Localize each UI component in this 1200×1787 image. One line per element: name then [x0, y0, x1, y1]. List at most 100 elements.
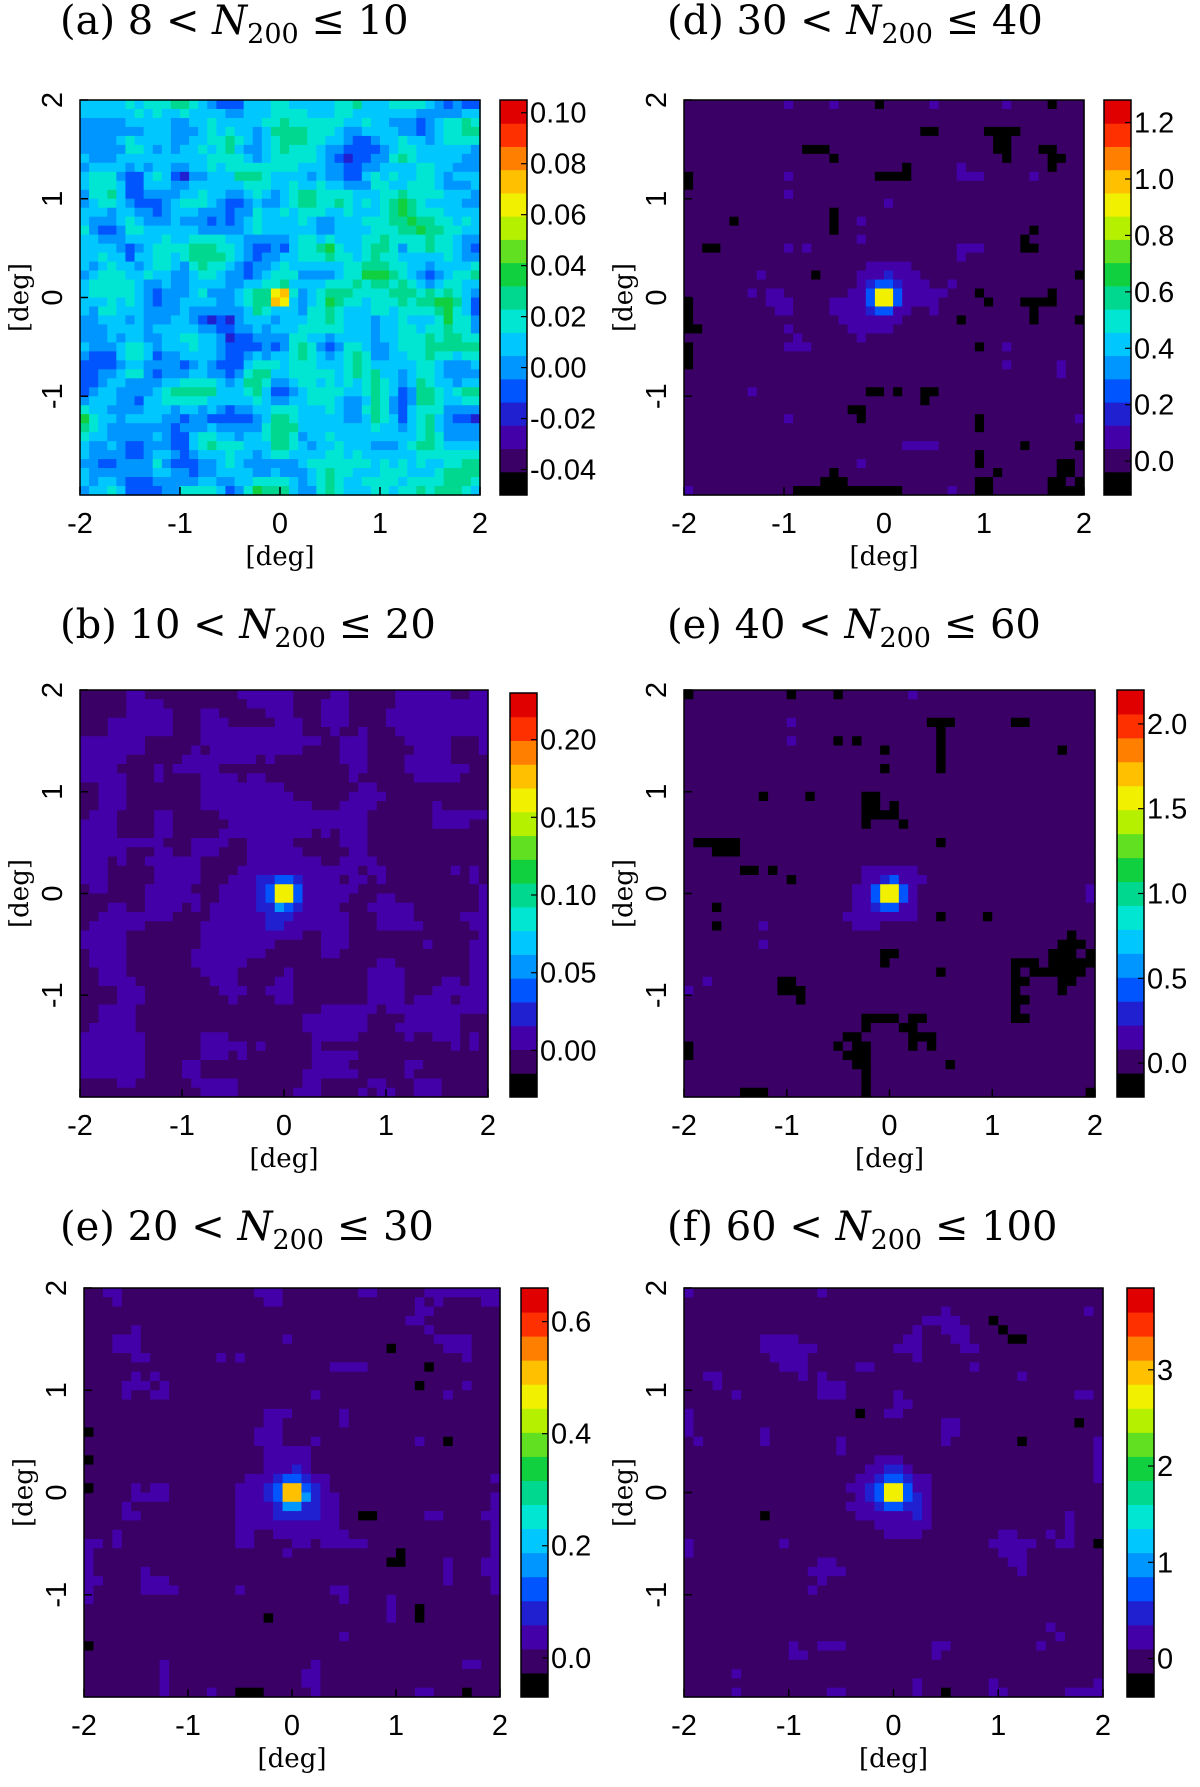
heatmap-cell — [270, 234, 281, 245]
heatmap-cell — [200, 838, 211, 848]
heatmap-cell — [282, 1353, 293, 1363]
heatmap-cell — [152, 333, 163, 343]
heatmap-cell — [152, 288, 163, 299]
heatmap-cell — [154, 727, 165, 737]
heatmap-cell — [84, 1371, 95, 1382]
heatmap-cell — [367, 736, 378, 747]
heatmap-cell — [207, 441, 217, 451]
heatmap-cell — [246, 847, 257, 858]
heatmap-cell — [404, 1060, 415, 1070]
heatmap-cell — [423, 875, 433, 885]
heatmap-cell — [270, 171, 281, 182]
heatmap-cell — [116, 387, 127, 397]
heatmap-cell — [125, 450, 136, 460]
heatmap-cell — [143, 252, 154, 263]
x-axis-label: [deg] — [246, 542, 315, 572]
heatmap-cell — [274, 1023, 285, 1033]
heatmap-cell — [330, 838, 341, 848]
heatmap-cell — [143, 243, 154, 254]
heatmap-cell — [237, 865, 248, 876]
heatmap-cell — [198, 252, 208, 263]
heatmap-cell — [450, 939, 461, 950]
heatmap-cell — [339, 838, 350, 848]
heatmap-cell — [432, 1023, 443, 1033]
heatmap-cell — [117, 782, 127, 793]
heatmap-cell — [107, 727, 118, 737]
heatmap-cell — [298, 369, 308, 379]
heatmap-cell — [311, 838, 322, 848]
heatmap-cell — [135, 736, 146, 747]
heatmap-cell — [443, 117, 454, 128]
heatmap-cell — [154, 754, 165, 765]
heatmap-cell — [107, 180, 117, 191]
heatmap-cell — [98, 736, 109, 747]
heatmap-cell — [330, 745, 341, 756]
heatmap-cell — [481, 1446, 492, 1456]
heatmap-cell — [219, 717, 229, 728]
heatmap-cell — [407, 270, 417, 281]
heatmap-cell — [228, 828, 239, 839]
heatmap-cell — [470, 100, 481, 110]
heatmap-cell — [107, 387, 117, 397]
heatmap-cell — [191, 893, 202, 904]
heatmap-cell — [135, 986, 146, 996]
heatmap-cell — [235, 1483, 246, 1494]
heatmap-cell — [135, 819, 146, 830]
heatmap-cell — [182, 1069, 192, 1080]
heatmap-cell — [450, 902, 461, 913]
heatmap-cell — [102, 1288, 113, 1298]
heatmap-cell — [302, 754, 313, 765]
heatmap-cell — [98, 791, 109, 802]
heatmap-cell — [98, 995, 109, 1006]
heatmap-cell — [191, 828, 202, 839]
heatmap-cell — [191, 865, 202, 876]
heatmap-cell — [441, 819, 452, 830]
heatmap-cell — [152, 135, 163, 146]
heatmap-cell — [380, 333, 390, 343]
heatmap-cell — [425, 216, 436, 227]
heatmap-cell — [252, 252, 263, 263]
heatmap-cell — [478, 1013, 489, 1024]
heatmap-cell — [107, 1087, 118, 1098]
heatmap-cell — [405, 1288, 416, 1298]
heatmap-cell — [407, 225, 417, 236]
heatmap-cell — [112, 1418, 123, 1429]
heatmap-cell — [348, 764, 359, 774]
heatmap-cell — [89, 958, 100, 969]
heatmap-cell — [261, 243, 272, 254]
heatmap-cell — [207, 216, 217, 227]
heatmap-cell — [432, 958, 443, 969]
heatmap-cell — [396, 1334, 407, 1345]
heatmap-cell — [367, 1362, 378, 1373]
heatmap-cell — [274, 754, 285, 765]
heatmap-cell — [243, 477, 254, 487]
heatmap-cell — [310, 1371, 321, 1382]
heatmap-cell — [93, 1464, 104, 1475]
heatmap-cell — [370, 405, 381, 415]
heatmap-cell — [432, 1050, 443, 1061]
heatmap-cell — [198, 108, 208, 119]
heatmap-cell — [292, 1306, 303, 1317]
heatmap-cell — [107, 893, 118, 904]
heatmap-cell — [116, 288, 127, 299]
heatmap-cell — [386, 1060, 396, 1070]
heatmap-cell — [367, 819, 378, 830]
heatmap-cell — [112, 1446, 123, 1456]
heatmap-cell — [352, 369, 363, 379]
heatmap-cell — [246, 801, 257, 811]
heatmap-cell — [252, 306, 263, 317]
heatmap-cell — [98, 306, 108, 317]
heatmap-cell — [84, 1390, 95, 1401]
heatmap-cell — [216, 126, 227, 137]
heatmap-cell — [389, 297, 399, 308]
heatmap-cell — [424, 1371, 435, 1382]
heatmap-cell — [180, 405, 190, 415]
heatmap-cell — [325, 459, 336, 469]
heatmap-cell — [316, 126, 327, 137]
heatmap-cell — [89, 153, 99, 164]
heatmap-cell — [358, 976, 369, 987]
heatmap-cell — [180, 225, 190, 236]
heatmap-cell — [469, 1004, 480, 1015]
heatmap-cell — [367, 828, 378, 839]
heatmap-cell — [169, 1418, 180, 1429]
